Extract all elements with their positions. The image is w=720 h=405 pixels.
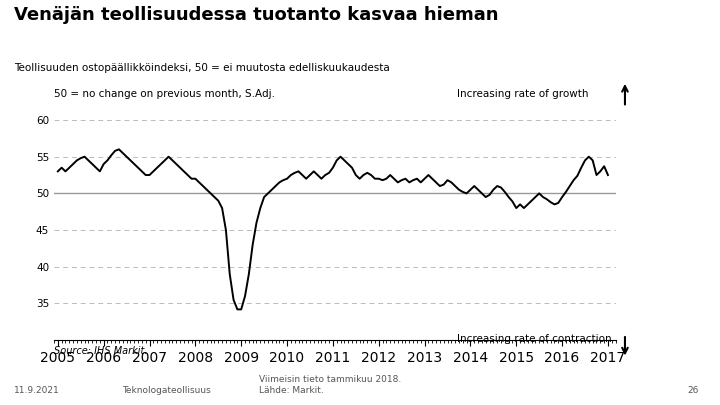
Text: Venäjän teollisuudessa tuotanto kasvaa hieman: Venäjän teollisuudessa tuotanto kasvaa h… xyxy=(14,6,499,24)
Text: Increasing rate of growth: Increasing rate of growth xyxy=(457,89,589,99)
Text: Teknologateollisuus: Teknologateollisuus xyxy=(122,386,211,395)
Text: 50 = no change on previous month, S.Adj.: 50 = no change on previous month, S.Adj. xyxy=(54,89,275,99)
Text: Teollisuuden ostopäällikköindeksi, 50 = ei muutosta edelliskuukaudesta: Teollisuuden ostopäällikköindeksi, 50 = … xyxy=(14,63,390,73)
Bar xyxy=(644,6,675,32)
Text: Viimeisin tieto tammikuu 2018.
Lähde: Markit.: Viimeisin tieto tammikuu 2018. Lähde: Ma… xyxy=(259,375,402,395)
Text: 11.9.2021: 11.9.2021 xyxy=(14,386,60,395)
Text: 26: 26 xyxy=(687,386,698,395)
Text: Increasing rate of contraction: Increasing rate of contraction xyxy=(457,334,612,344)
Text: Source: IHS Markit.: Source: IHS Markit. xyxy=(54,346,148,356)
